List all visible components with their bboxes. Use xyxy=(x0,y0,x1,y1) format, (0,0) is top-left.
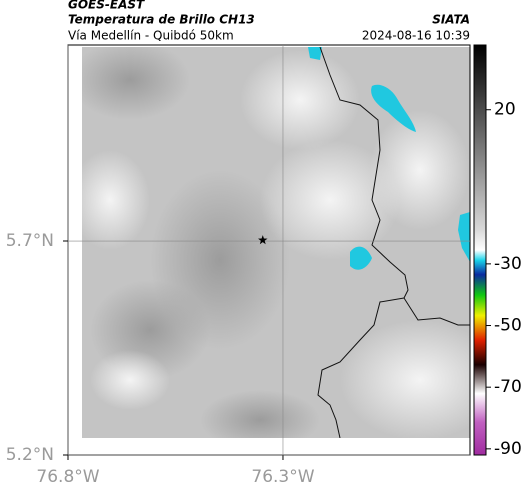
y-tick-label: 5.7°N xyxy=(6,231,54,251)
source: SIATA xyxy=(432,13,470,27)
x-tick-label: 76.8°W xyxy=(36,467,99,487)
colorbar-tick-label: -30 xyxy=(494,254,522,274)
satellite-image xyxy=(82,47,470,438)
route: Vía Medellín - Quibdó 50km xyxy=(68,29,234,43)
colorbar xyxy=(473,44,487,456)
colorbar-tick-label: -90 xyxy=(494,439,522,459)
subtitle: Temperatura de Brillo CH13 xyxy=(68,13,255,27)
x-tick-label: 76.3°W xyxy=(251,467,314,487)
location-marker xyxy=(258,235,268,245)
y-tick-label: 5.2°N xyxy=(6,445,54,465)
datetime: 2024-08-16 10:39 xyxy=(362,29,470,43)
colorbar-tick-label: -50 xyxy=(494,316,522,336)
colorbar-tick-label: -70 xyxy=(494,377,522,397)
colorbar-tick-label: 20 xyxy=(494,100,516,120)
title: GOES-EAST xyxy=(68,0,145,12)
